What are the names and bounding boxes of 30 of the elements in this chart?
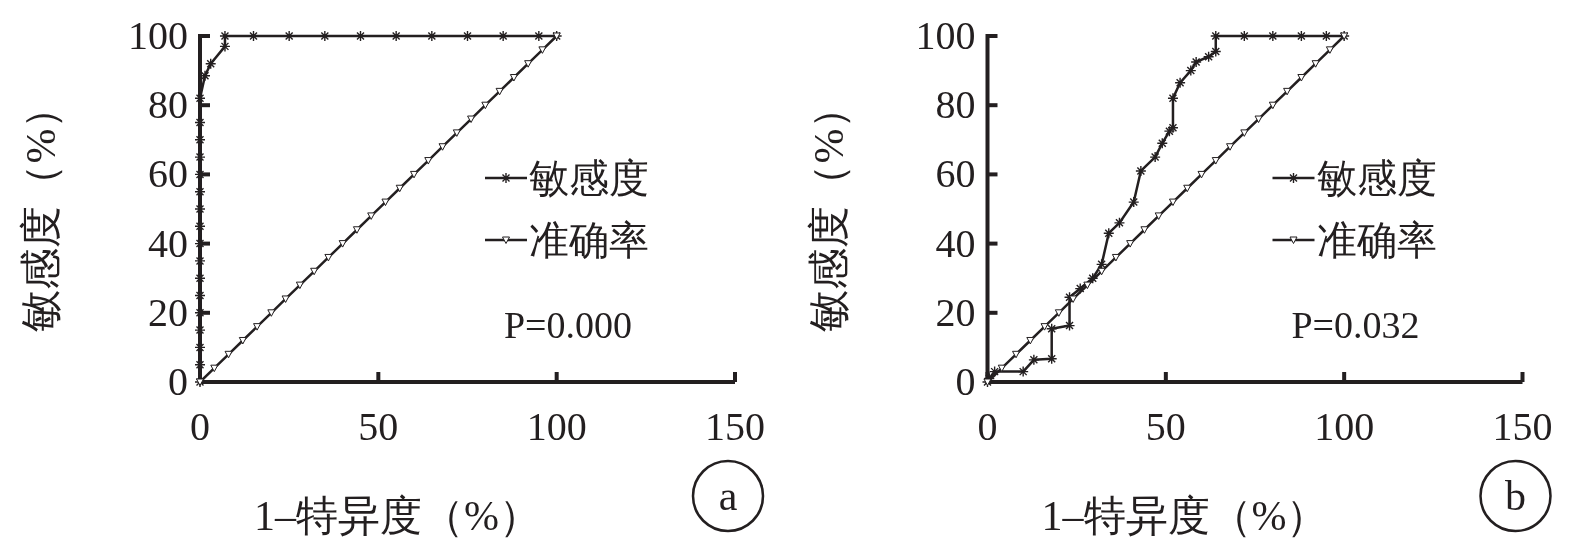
x-tick-label: 150: [1492, 404, 1553, 449]
y-tick-label: 40: [148, 220, 188, 266]
x-tick-label: 50: [358, 404, 399, 449]
y-tick-label: 40: [935, 220, 976, 266]
y-tick-label: 20: [935, 289, 976, 335]
legend-label: 敏感度: [529, 156, 649, 201]
x-tick-label: 100: [1314, 404, 1375, 449]
x-tick-label: 150: [705, 404, 765, 449]
y-tick-label: 100: [915, 13, 976, 58]
y-tick-label: 80: [148, 82, 188, 128]
y-tick-label: 60: [935, 151, 976, 197]
y-axis-title: 敏感度（%）: [18, 86, 64, 332]
legend-label: 准确率: [529, 218, 649, 263]
y-tick-label: 60: [148, 151, 188, 197]
text: a: [718, 473, 738, 519]
annotation: P=0.000: [503, 304, 633, 346]
x-axis-title: 1–特异度（%）: [1041, 493, 1329, 539]
y-tick-label: 0: [955, 359, 976, 404]
legend-label: 敏感度: [1316, 156, 1437, 201]
y-tick-label: 100: [128, 13, 188, 58]
text: b: [1505, 473, 1526, 519]
y-tick-label: 80: [935, 82, 976, 128]
y-axis-title: 敏感度（%）: [805, 86, 852, 332]
x-tick-label: 100: [526, 404, 587, 449]
y-tick-label: 0: [168, 359, 188, 404]
annotation: P=0.032: [1291, 304, 1420, 346]
legend-label: 准确率: [1316, 218, 1437, 263]
x-tick-label: 50: [1145, 404, 1186, 449]
x-axis-title: 1–特异度（%）: [254, 493, 541, 539]
y-tick-label: 20: [148, 289, 188, 335]
